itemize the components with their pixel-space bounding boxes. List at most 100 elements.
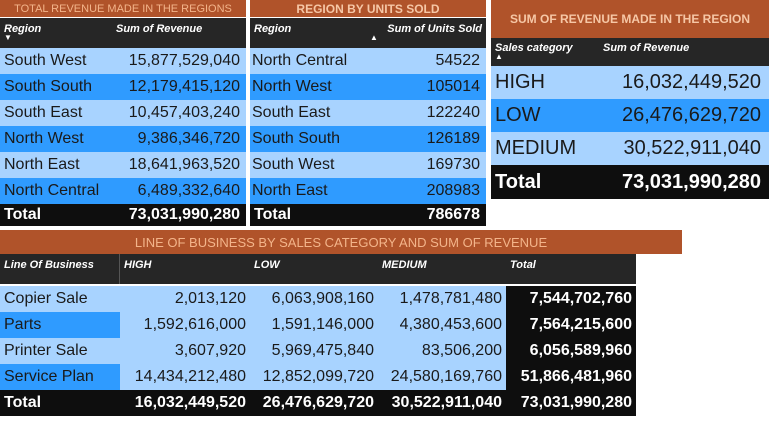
table-header-row: Line Of Business HIGH LOW MEDIUM Total	[0, 254, 636, 284]
sort-asc-icon[interactable]: ▲	[370, 33, 378, 42]
total-value: 73,031,990,280	[621, 171, 761, 193]
low-cell: 5,969,475,840	[250, 338, 378, 364]
table-header-row: Region ▼ Sum of Revenue	[0, 18, 246, 48]
row-total-cell: 7,544,702,760	[506, 286, 636, 312]
table-header-row: Region Sum of Units Sold ▲	[250, 18, 486, 48]
revenue-cell: 10,457,403,240	[128, 104, 240, 121]
revenue-cell: 18,641,963,520	[128, 156, 240, 173]
region-cell: North Central	[4, 182, 100, 199]
table-total-row: Total 786678	[250, 204, 486, 226]
revenue-cell: 16,032,449,520	[621, 71, 761, 93]
column-header-region[interactable]: Region ▼	[0, 18, 112, 48]
column-header-high[interactable]: HIGH	[124, 259, 152, 271]
line-of-business-cell: Printer Sale	[0, 338, 120, 364]
table-row[interactable]: North West 9,386,346,720	[0, 126, 246, 152]
column-header-sum-revenue[interactable]: Sum of Revenue	[116, 23, 203, 35]
total-total: 73,031,990,280	[520, 394, 632, 411]
region-cell: South South	[4, 78, 93, 95]
medium-cell: 83,506,200	[378, 338, 506, 364]
table-row[interactable]: MEDIUM 30,522,911,040	[491, 132, 769, 165]
low-cell: 12,852,099,720	[250, 364, 378, 390]
table-row[interactable]: South East 10,457,403,240	[0, 100, 246, 126]
medium-cell: 4,380,453,600	[378, 312, 506, 338]
column-header-units-sold[interactable]: Sum of Units Sold ▲	[360, 18, 486, 48]
table-row[interactable]: North Central 6,489,332,640	[0, 178, 246, 204]
region-cell: South West	[4, 52, 87, 69]
revenue-by-region-table: Region ▼ Sum of Revenue South West 15,877…	[0, 18, 246, 226]
high-cell: 1,592,616,000	[120, 312, 250, 338]
region-cell: North West	[4, 130, 84, 147]
revenue-cell: 9,386,346,720	[137, 130, 240, 147]
table-total-row: Total 73,031,990,280	[0, 204, 246, 226]
low-cell: 1,591,146,000	[250, 312, 378, 338]
revenue-cell: 15,877,529,040	[128, 52, 240, 69]
revenue-cell: 30,522,911,040	[623, 137, 761, 159]
table-body: North Central 54522 North West 105014 South …	[250, 48, 486, 204]
table-row[interactable]: South West 15,877,529,040	[0, 48, 246, 74]
region-cell: South West	[252, 156, 335, 173]
total-value: 786678	[426, 206, 480, 223]
table-row[interactable]: LOW 26,476,629,720	[491, 99, 769, 132]
line-of-business-cell: Parts	[0, 312, 120, 338]
table-row[interactable]: Service Plan 14,434,212,480 12,852,099,720…	[0, 364, 636, 390]
banner-title: TOTAL REVENUE MADE IN THE REGIONS	[14, 2, 232, 15]
sort-asc-icon[interactable]: ▲	[495, 52, 503, 61]
revenue-cell: 12,179,415,120	[128, 78, 240, 95]
total-medium: 30,522,911,040	[391, 394, 502, 411]
column-header-sales-category[interactable]: Sales category ▲	[491, 38, 599, 66]
table-row[interactable]: North Central 54522	[250, 48, 486, 74]
banner-title: REGION BY UNITS SOLD	[296, 1, 440, 16]
banner-total-revenue-regions: TOTAL REVENUE MADE IN THE REGIONS	[0, 0, 246, 17]
high-cell: 2,013,120	[120, 286, 250, 312]
table-row[interactable]: North East 208983	[250, 178, 486, 204]
column-header-line-of-business[interactable]: Line Of Business	[0, 254, 120, 284]
banner-region-units-sold: REGION BY UNITS SOLD	[250, 0, 486, 17]
column-header-medium[interactable]: MEDIUM	[382, 259, 427, 271]
total-label: Total	[4, 206, 42, 223]
column-header-sum-revenue[interactable]: Sum of Revenue	[603, 42, 690, 54]
table-row[interactable]: South East 122240	[250, 100, 486, 126]
table-row[interactable]: South South 12,179,415,120	[0, 74, 246, 100]
row-total-cell: 6,056,589,960	[506, 338, 636, 364]
sort-desc-icon[interactable]: ▼	[4, 33, 12, 42]
units-cell: 122240	[426, 104, 480, 121]
table-row[interactable]: Printer Sale 3,607,920 5,969,475,840 83,506…	[0, 338, 636, 364]
units-cell: 54522	[435, 52, 481, 69]
region-cell: North East	[252, 182, 328, 199]
table-row[interactable]: HIGH 16,032,449,520	[491, 66, 769, 99]
high-cell: 3,607,920	[120, 338, 250, 364]
banner-title: LINE OF BUSINESS BY SALES CATEGORY AND S…	[134, 234, 548, 250]
line-of-business-cell: Copier Sale	[0, 286, 120, 312]
region-cell: South South	[252, 130, 341, 147]
category-cell: MEDIUM	[495, 137, 577, 159]
region-cell: North Central	[252, 52, 348, 69]
total-label: Total	[495, 171, 542, 193]
table-row[interactable]: South West 169730	[250, 152, 486, 178]
table-body: Copier Sale 2,013,120 6,063,908,160 1,478,7…	[0, 284, 636, 390]
total-low: 26,476,629,720	[262, 394, 374, 411]
table-row[interactable]: South South 126189	[250, 126, 486, 152]
table-row[interactable]: North West 105014	[250, 74, 486, 100]
table-row[interactable]: North East 18,641,963,520	[0, 152, 246, 178]
revenue-cell: 6,489,332,640	[137, 182, 240, 199]
column-header-total[interactable]: Total	[510, 259, 536, 271]
banner-title: SUM OF REVENUE MADE IN THE REGION	[509, 11, 751, 26]
total-label: Total	[4, 394, 42, 411]
total-value: 73,031,990,280	[128, 206, 240, 223]
table-body: HIGH 16,032,449,520 LOW 26,476,629,720 MEDIU…	[491, 66, 769, 165]
units-cell: 169730	[426, 156, 480, 173]
banner-sum-revenue-region: SUM OF REVENUE MADE IN THE REGION	[491, 0, 769, 38]
table-header-row: Sales category ▲ Sum of Revenue	[491, 38, 769, 66]
units-cell: 208983	[426, 182, 480, 199]
revenue-cell: 26,476,629,720	[621, 104, 761, 126]
table-row[interactable]: Parts 1,592,616,000 1,591,146,000 4,380,453…	[0, 312, 636, 338]
column-header-low[interactable]: LOW	[254, 259, 280, 271]
category-cell: LOW	[495, 104, 541, 126]
table-row[interactable]: Copier Sale 2,013,120 6,063,908,160 1,478,7…	[0, 286, 636, 312]
table-total-row: Total 73,031,990,280	[491, 165, 769, 199]
row-total-cell: 51,866,481,960	[506, 364, 636, 390]
medium-cell: 24,580,169,760	[378, 364, 506, 390]
line-of-business-matrix: Line Of Business HIGH LOW MEDIUM Total C…	[0, 254, 636, 416]
total-high: 16,032,449,520	[134, 394, 246, 411]
column-header-region[interactable]: Region	[254, 23, 292, 35]
